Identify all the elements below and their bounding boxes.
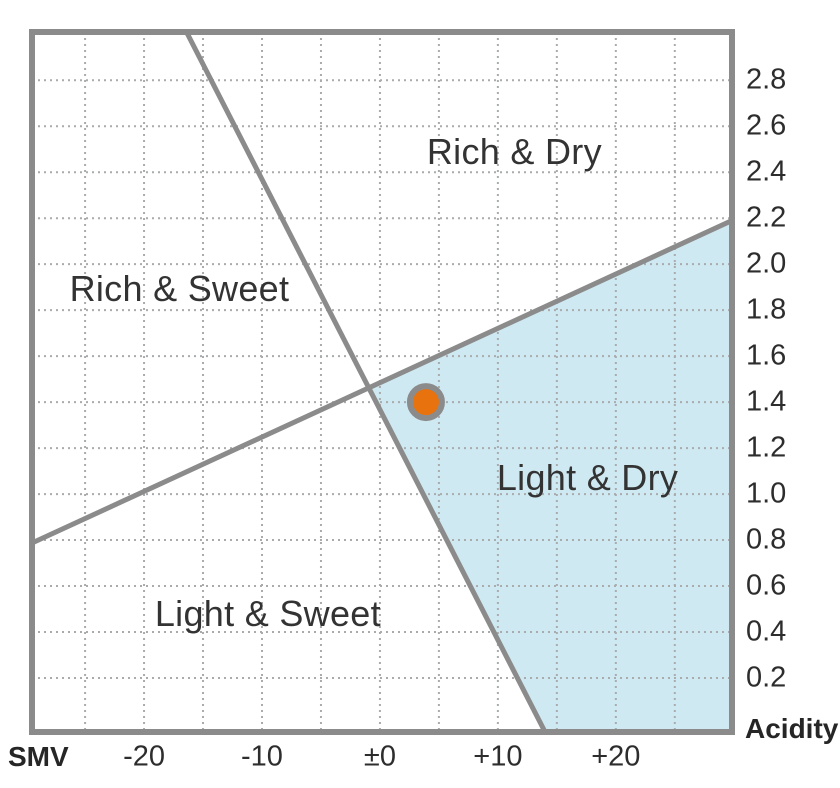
data-point-sake-position xyxy=(406,383,445,422)
plot-border xyxy=(29,29,735,735)
y-axis-title: Acidity xyxy=(745,713,839,744)
dry-sweet-boundary-line xyxy=(184,30,548,734)
highlight-region-light-and-dry xyxy=(368,220,732,733)
x-axis-title: SMV xyxy=(8,741,69,772)
rich-light-boundary-line xyxy=(30,218,734,546)
